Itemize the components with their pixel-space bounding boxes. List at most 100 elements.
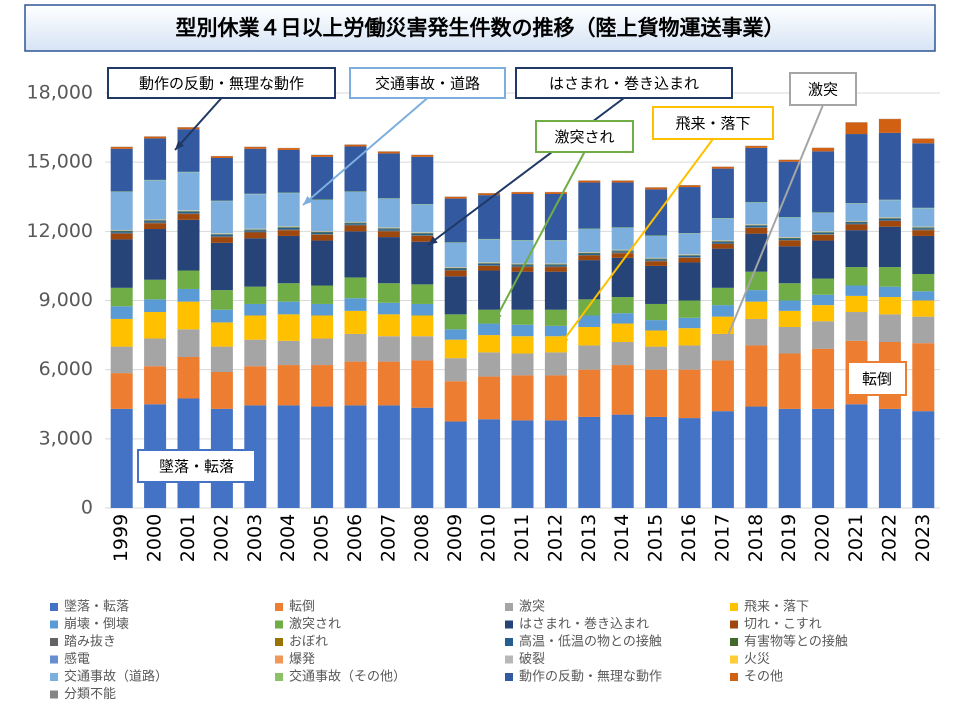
bar-segment [779, 301, 801, 311]
bar-segment [345, 223, 367, 224]
bar-segment [111, 147, 133, 149]
bar-segment [846, 222, 868, 223]
bar-segment [445, 340, 467, 358]
bar-segment [311, 157, 333, 200]
bar-segment [679, 185, 701, 187]
bar-segment [679, 301, 701, 318]
bar-segment [244, 149, 266, 194]
legend-swatch [730, 673, 738, 681]
bar-segment [378, 336, 400, 361]
bar-segment [545, 352, 567, 375]
bar-segment [712, 305, 734, 317]
bar-segment [311, 304, 333, 316]
legend-swatch [730, 621, 738, 629]
legend-label: 激突され [289, 616, 341, 632]
legend-swatch [50, 638, 58, 646]
legend-label: 転倒 [289, 600, 315, 615]
bar-segment [578, 327, 600, 345]
bar-segment [278, 150, 300, 193]
x-tick-label: 2003 [244, 514, 266, 562]
bar-segment [712, 241, 734, 242]
bar-segment [378, 405, 400, 508]
bar-segment [879, 409, 901, 508]
legend-swatch [50, 656, 58, 664]
bar-segment [111, 149, 133, 192]
bar-segment [244, 232, 266, 238]
bar-segment [645, 188, 667, 190]
legend-label: 破裂 [519, 652, 545, 667]
bar-segment [445, 381, 467, 421]
bar-segment [345, 277, 367, 298]
legend-label: 動作の反動・無理な動作 [519, 670, 662, 685]
bar-segment [445, 197, 467, 199]
bar-segment [712, 242, 734, 243]
bar-segment [278, 405, 300, 508]
y-tick-label: 18,000 [27, 82, 93, 104]
bar-segment [712, 249, 734, 288]
annotation-label: 転倒 [862, 370, 892, 388]
bar-segment [545, 264, 567, 265]
y-tick-label: 9,000 [39, 289, 93, 311]
bar-segment [111, 233, 133, 234]
x-tick-label: 2004 [277, 514, 299, 562]
bar-segment [545, 267, 567, 272]
bar-segment [879, 227, 901, 267]
bar-segment [411, 236, 433, 242]
bar-segment [679, 187, 701, 233]
bar-segment [879, 221, 901, 227]
legend-swatch [50, 621, 58, 629]
bar-segment [345, 311, 367, 334]
bar-segment [411, 315, 433, 336]
bar-segment [411, 233, 433, 234]
bar-segment [645, 417, 667, 508]
bar-segment [578, 181, 600, 183]
bar-segment [812, 241, 834, 279]
bar-segment [111, 306, 133, 319]
x-tick-label: 2008 [411, 514, 433, 562]
annotation-label: 飛来・落下 [675, 115, 750, 133]
bar-segment [545, 241, 567, 264]
bar-segment [879, 287, 901, 297]
bar-segment [144, 220, 166, 221]
bar-segment [178, 357, 200, 399]
bar-segment [912, 343, 934, 411]
bar-segment [846, 312, 868, 341]
bar-segment [512, 265, 534, 266]
bar-segment [411, 155, 433, 157]
bar-segment [445, 329, 467, 339]
bar-segment [144, 221, 166, 222]
bar-segment [879, 314, 901, 342]
legend-label: 感電 [64, 651, 90, 667]
bar-segment [144, 280, 166, 300]
bar-segment [512, 336, 534, 353]
bar-segment [211, 156, 233, 158]
bar-segment [745, 319, 767, 346]
annotation-arrow [722, 105, 823, 350]
x-tick-label: 2005 [311, 514, 333, 562]
bar-segment [912, 274, 934, 291]
bar-segment [846, 204, 868, 221]
x-tick-label: 2016 [678, 514, 700, 562]
bar-segment [278, 228, 300, 229]
bar-segment [345, 223, 367, 224]
x-tick-label: 2006 [344, 514, 366, 562]
bar-segment [345, 192, 367, 222]
bar-segment [478, 266, 500, 271]
legend-swatch [275, 638, 283, 646]
bar-segment [244, 340, 266, 367]
bar-segment [311, 365, 333, 407]
legend-swatch [275, 621, 283, 629]
x-tick-label: 2017 [711, 514, 733, 562]
bar-segment [745, 228, 767, 234]
bar-segment [345, 362, 367, 406]
bar-segment [545, 375, 567, 420]
bar-segment [445, 269, 467, 270]
bar-segment [645, 320, 667, 330]
bar-segment [211, 372, 233, 409]
bar-segment [545, 265, 567, 266]
legend-label: 火災 [744, 652, 770, 667]
bar-segment [712, 288, 734, 305]
bar-segment [478, 324, 500, 336]
bar-segment [712, 411, 734, 508]
y-tick-label: 12,000 [27, 220, 93, 242]
